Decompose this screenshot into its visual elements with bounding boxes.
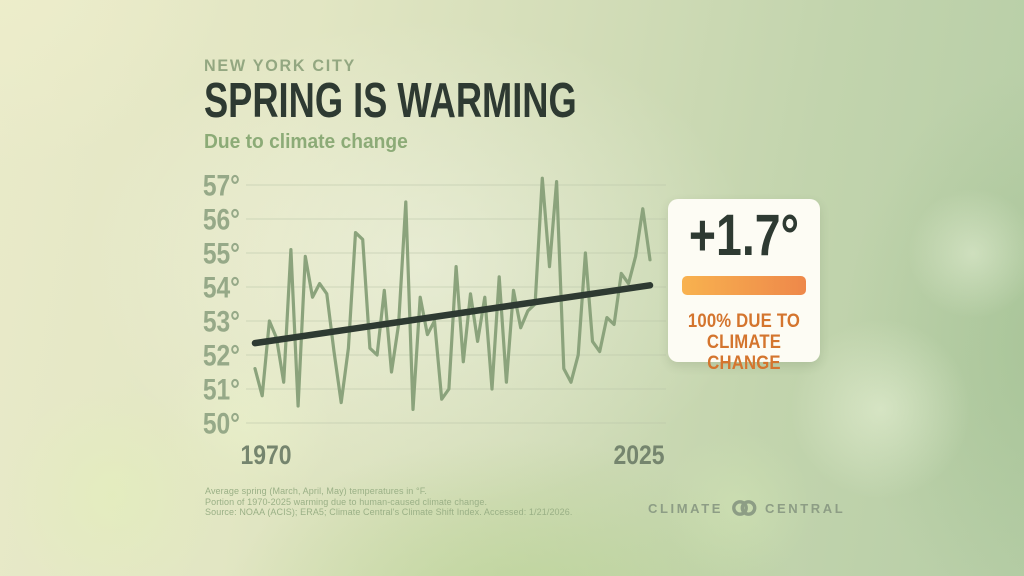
- climate-central-logo: CLIMATE CENTRAL: [648, 499, 845, 517]
- trend-line: [251, 282, 654, 347]
- y-axis-tick-label: 57°: [203, 168, 240, 202]
- x-axis-tick-label: 1970: [240, 440, 291, 470]
- footnote-line: Portion of 1970-2025 warming due to huma…: [205, 496, 488, 507]
- attribution-caption: 100% DUE TO CLIMATE CHANGE: [677, 311, 811, 374]
- y-axis-tick-label: 56°: [203, 202, 240, 236]
- page-subtitle: Due to climate change: [204, 131, 408, 153]
- x-axis-tick-label: 2025: [613, 440, 664, 470]
- y-axis-tick-label: 50°: [203, 406, 240, 440]
- y-axis-tick-label: 54°: [203, 270, 240, 304]
- y-axis-tick-label: 53°: [203, 304, 240, 338]
- y-axis-tick-label: 51°: [203, 372, 240, 406]
- attribution-caption-line1: 100% DUE TO: [687, 311, 801, 332]
- temperature-line: [253, 176, 652, 411]
- spring-temps-chart: 57°56°55°54°53°52°51°50°1970 2025: [203, 168, 666, 470]
- logo-word-climate: CLIMATE: [648, 500, 724, 516]
- footnote-line: Source: NOAA (ACIS); ERA5; Climate Centr…: [205, 507, 573, 517]
- attribution-bar: [682, 276, 806, 295]
- y-axis-tick-label: 55°: [203, 236, 240, 270]
- warming-callout-card: +1.7° 100% DUE TO CLIMATE CHANGE: [668, 199, 820, 374]
- page-title: SPRING IS WARMING: [204, 74, 577, 128]
- y-axis-tick-label: 52°: [203, 338, 240, 372]
- location-kicker: NEW YORK CITY: [204, 56, 357, 75]
- interlocking-rings-icon: [732, 500, 757, 516]
- logo-word-central: CENTRAL: [765, 500, 846, 516]
- footnote-line: Average spring (March, April, May) tempe…: [205, 486, 427, 496]
- title-block: NEW YORK CITY SPRING IS WARMING Due to c…: [204, 56, 708, 154]
- source-footnotes: Average spring (March, April, May) tempe…: [205, 486, 572, 518]
- warming-amount-value: +1.7°: [688, 203, 800, 268]
- attribution-caption-line2: CLIMATE CHANGE: [706, 332, 782, 374]
